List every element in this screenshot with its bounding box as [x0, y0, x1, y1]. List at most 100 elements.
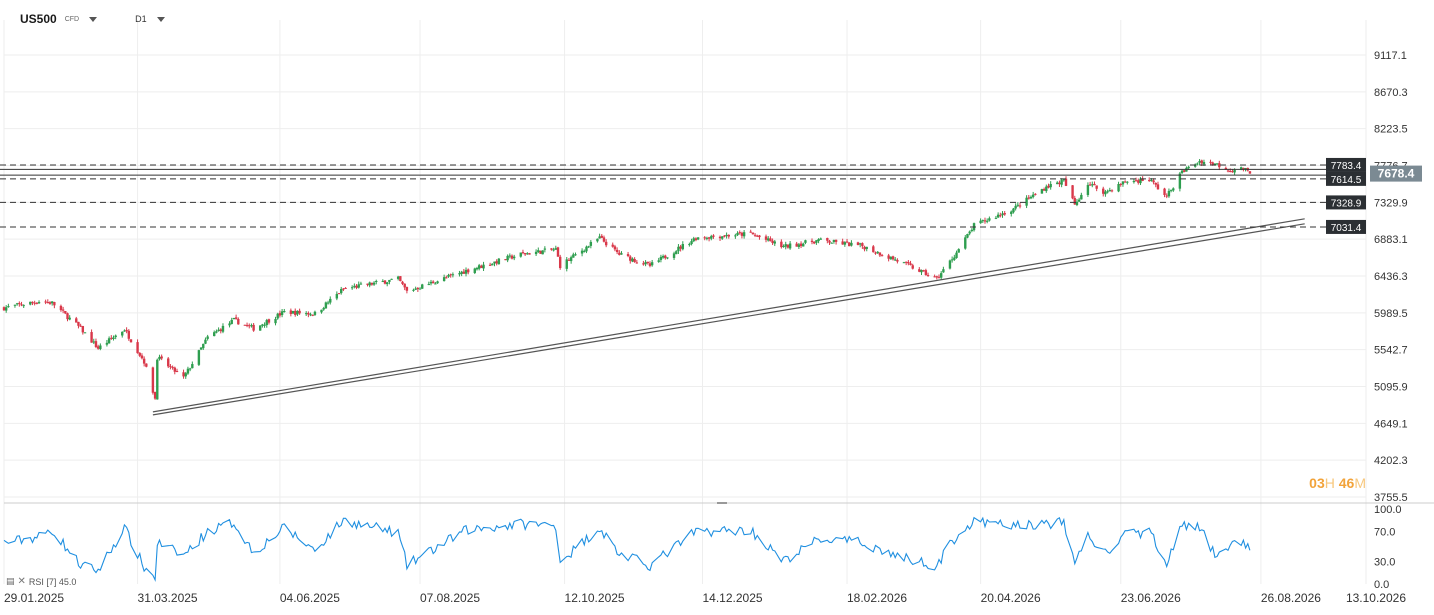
candle-body	[294, 310, 297, 315]
candle-body	[1163, 188, 1166, 195]
candle-body	[375, 280, 378, 282]
candle-body	[569, 257, 573, 262]
candle-body	[1150, 180, 1153, 182]
candle-body	[742, 232, 746, 237]
candle-body	[907, 262, 910, 264]
candle-body	[999, 215, 1002, 217]
candle-body	[843, 242, 847, 245]
candle-body	[451, 274, 455, 276]
candle-body	[112, 337, 115, 340]
trend-channel-line	[152, 218, 1305, 413]
candle-body	[1211, 162, 1214, 165]
price-tick-label: 5095.9	[1374, 382, 1408, 394]
candle-body	[311, 314, 314, 316]
candle-body	[261, 324, 264, 326]
level-label: 7328.9	[1331, 198, 1362, 209]
candle-body	[79, 325, 82, 327]
candle-body	[574, 254, 577, 256]
candle-body	[1077, 199, 1081, 202]
candle-body	[464, 269, 468, 274]
candle-body	[1154, 182, 1157, 185]
candle-body	[889, 256, 893, 260]
candle-body	[876, 251, 879, 254]
candle-body	[703, 237, 706, 239]
candle-body	[526, 253, 529, 255]
candle-body	[1086, 184, 1090, 195]
candle-body	[572, 254, 575, 258]
timeframe-label[interactable]: D1	[135, 14, 147, 24]
candle-body	[620, 253, 623, 255]
candle-body	[1244, 168, 1247, 170]
candle-body	[436, 281, 439, 284]
symbol-dropdown-icon[interactable]	[89, 16, 98, 22]
candle-body	[926, 274, 930, 276]
candle-body	[631, 258, 634, 262]
candle-body	[858, 243, 862, 245]
candle-body	[309, 314, 312, 316]
candle-body	[539, 250, 542, 254]
candle-body	[1169, 189, 1173, 191]
candle-body	[648, 263, 652, 266]
candle-body	[167, 358, 170, 367]
candle-body	[497, 258, 501, 265]
candle-body	[1156, 184, 1160, 190]
candle-body	[359, 283, 363, 285]
time-tick-label: 20.04.2026	[981, 591, 1041, 605]
candle-body	[1183, 170, 1186, 172]
candle-body	[784, 244, 787, 247]
candle-body	[1200, 160, 1203, 164]
candle-body	[964, 237, 967, 249]
chart-bars-icon[interactable]: ▤	[6, 576, 15, 586]
close-icon[interactable]: ✕	[17, 576, 26, 587]
candle-body	[138, 352, 141, 356]
candle-body	[127, 330, 131, 339]
candle-body	[1075, 201, 1079, 205]
candle-body	[690, 241, 693, 244]
candle-body	[33, 302, 36, 304]
candle-body	[600, 235, 603, 238]
candle-body	[694, 238, 698, 241]
candle-body	[1194, 164, 1197, 167]
candle-body	[403, 283, 406, 288]
price-tick-label: 8223.5	[1374, 124, 1408, 136]
candle-body	[171, 366, 174, 368]
candle-body	[372, 282, 376, 285]
candle-body	[335, 293, 339, 299]
candle-body	[1202, 162, 1206, 165]
candle-body	[405, 287, 409, 291]
candle-body	[804, 240, 807, 243]
candle-body	[388, 279, 391, 282]
symbol-label[interactable]: US500	[20, 12, 57, 26]
timeframe-dropdown-icon[interactable]	[156, 16, 165, 22]
candle-body	[902, 262, 906, 264]
chart-toolbar: US500 CFD D1	[20, 10, 165, 28]
candle-body	[289, 310, 293, 314]
candle-body	[994, 217, 998, 219]
candle-body	[558, 256, 562, 269]
candle-body	[506, 255, 509, 261]
candle-body	[234, 317, 238, 319]
candle-body	[878, 252, 882, 256]
candle-body	[344, 287, 347, 289]
candle-body	[114, 335, 117, 338]
candle-body	[182, 372, 185, 377]
candle-body	[46, 301, 49, 303]
candle-body	[385, 282, 389, 285]
candle-body	[1198, 161, 1201, 163]
candle-body	[1167, 190, 1171, 197]
candle-body	[615, 249, 619, 252]
candle-body	[1042, 189, 1046, 191]
candle-body	[1139, 178, 1142, 184]
candle-body	[206, 336, 209, 339]
candle-body	[64, 311, 67, 314]
candle-body	[342, 288, 345, 290]
candle-body	[94, 341, 98, 348]
candle-body	[626, 254, 630, 257]
candle-body	[50, 301, 54, 304]
candle-body	[933, 276, 936, 278]
candle-body	[493, 261, 496, 264]
time-tick-label: 04.06.2025	[280, 591, 340, 605]
candle-body	[681, 244, 685, 250]
candle-body	[692, 238, 695, 242]
